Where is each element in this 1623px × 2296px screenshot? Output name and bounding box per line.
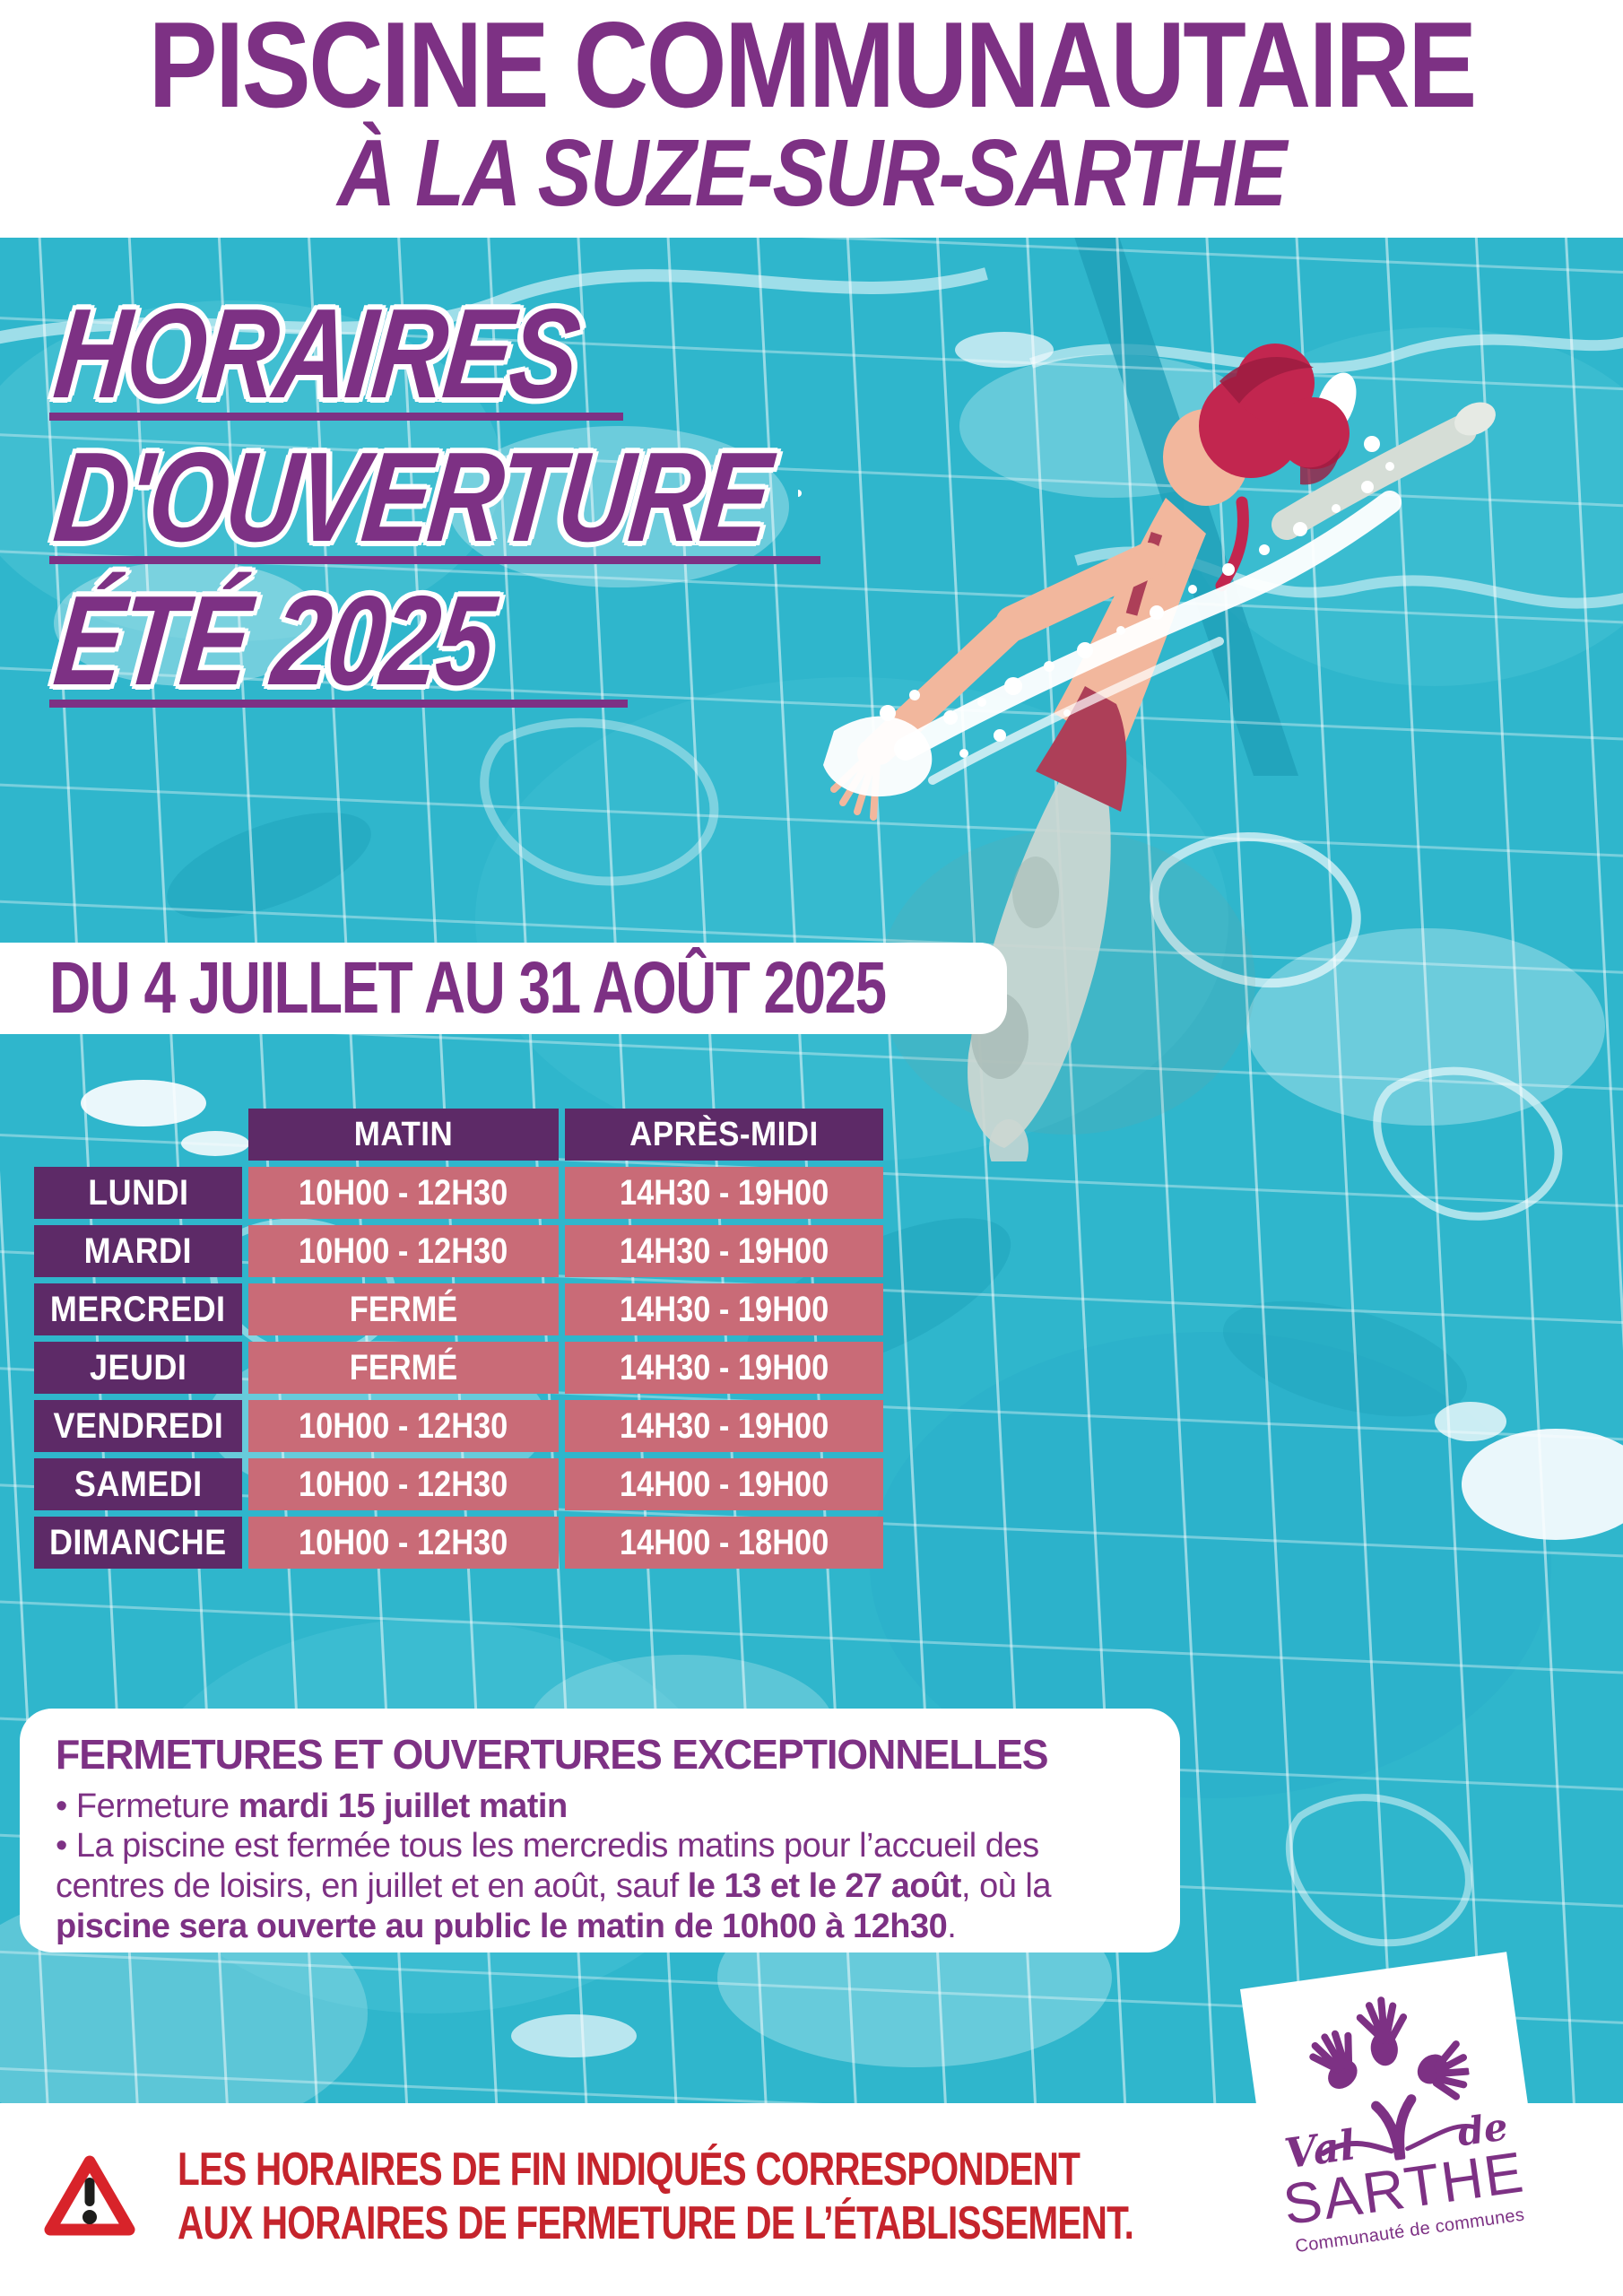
headline-line-3: ÉTÉ 2025 bbox=[48, 570, 499, 712]
schedule-slot-cell: 14H30 - 19H00 bbox=[565, 1400, 883, 1452]
schedule-slot-cell: 10H00 - 12H30 bbox=[248, 1167, 559, 1219]
schedule-slot-cell: 14H00 - 19H00 bbox=[565, 1458, 883, 1510]
exceptions-title: FERMETURES ET OUVERTURES EXCEPTIONNELLES bbox=[56, 1731, 1049, 1778]
schedule-slot-cell: 14H30 - 19H00 bbox=[565, 1283, 883, 1335]
headline-underline bbox=[49, 556, 820, 564]
warning-line-1: LES HORAIRES DE FIN INDIQUÉS CORRESPONDE… bbox=[178, 2144, 1081, 2196]
hands-tree-icon bbox=[1309, 1996, 1476, 2162]
warning-text: LES HORAIRES DE FIN INDIQUÉS CORRESPONDE… bbox=[178, 2143, 1134, 2251]
period-banner: DU 4 JUILLET AU 31 AOÛT 2025 bbox=[0, 943, 1007, 1034]
schedule-slot-cell: 14H30 - 19H00 bbox=[565, 1225, 883, 1277]
schedule-day-cell: MARDI bbox=[34, 1225, 242, 1277]
headline: HORAIRES D'OUVERTURE ÉTÉ 2025 bbox=[48, 283, 939, 721]
schedule-slot-cell: 14H30 - 19H00 bbox=[565, 1167, 883, 1219]
schedule-slot-cell: FERMÉ bbox=[248, 1283, 559, 1335]
poster-subtitle: À LA SUZE-SUR-SARTHE bbox=[337, 120, 1287, 226]
schedule-day-cell: DIMANCHE bbox=[34, 1517, 242, 1569]
schedule-slot-cell: 14H30 - 19H00 bbox=[565, 1342, 883, 1394]
schedule-day-cell: LUNDI bbox=[34, 1167, 242, 1219]
schedule-day-cell: SAMEDI bbox=[34, 1458, 242, 1510]
headline-underline bbox=[49, 413, 623, 421]
schedule-day-cell: JEUDI bbox=[34, 1342, 242, 1394]
schedule-slot-cell: 14H00 - 18H00 bbox=[565, 1517, 883, 1569]
exceptions-box: FERMETURES ET OUVERTURES EXCEPTIONNELLES… bbox=[20, 1709, 1180, 1952]
schedule-header-apres-midi: APRÈS-MIDI bbox=[565, 1109, 883, 1161]
schedule-day-cell: MERCREDI bbox=[34, 1283, 242, 1335]
schedule-day-cell: VENDREDI bbox=[34, 1400, 242, 1452]
headline-line-1: HORAIRES bbox=[48, 283, 585, 425]
schedule-corner-spacer bbox=[34, 1109, 242, 1161]
warning-line-2: AUX HORAIRES DE FERMETURE DE L’ÉTABLISSE… bbox=[178, 2197, 1134, 2250]
schedule-header-matin: MATIN bbox=[248, 1109, 559, 1161]
headline-underline bbox=[49, 700, 628, 708]
exception-item-2: • La piscine est fermée tous les mercred… bbox=[56, 1827, 1052, 1946]
schedule-slot-cell: 10H00 - 12H30 bbox=[248, 1458, 559, 1510]
schedule-slot-cell: FERMÉ bbox=[248, 1342, 559, 1394]
pool-section: HORAIRES D'OUVERTURE ÉTÉ 2025 DU 4 JUILL… bbox=[0, 238, 1623, 2112]
warning-triangle-icon bbox=[44, 2155, 135, 2236]
schedule-slot-cell: 10H00 - 12H30 bbox=[248, 1517, 559, 1569]
headline-line-2: D'OUVERTURE bbox=[48, 426, 776, 569]
period-banner-text: DU 4 JUILLET AU 31 AOÛT 2025 bbox=[49, 947, 887, 1029]
exception-item-1: • Fermeture mardi 15 juillet matin bbox=[56, 1787, 568, 1825]
poster-header: PISCINE COMMUNAUTAIRE À LA SUZE-SUR-SART… bbox=[0, 0, 1623, 238]
val-de-sarthe-logo: Val de SARTHE Communauté de communes bbox=[1240, 1952, 1552, 2296]
poster-title: PISCINE COMMUNAUTAIRE bbox=[148, 0, 1477, 133]
schedule-slot-cell: 10H00 - 12H30 bbox=[248, 1225, 559, 1277]
schedule-slot-cell: 10H00 - 12H30 bbox=[248, 1400, 559, 1452]
schedule-table: MATIN APRÈS-MIDI LUNDI 10H00 - 12H30 14H… bbox=[34, 1109, 883, 1569]
